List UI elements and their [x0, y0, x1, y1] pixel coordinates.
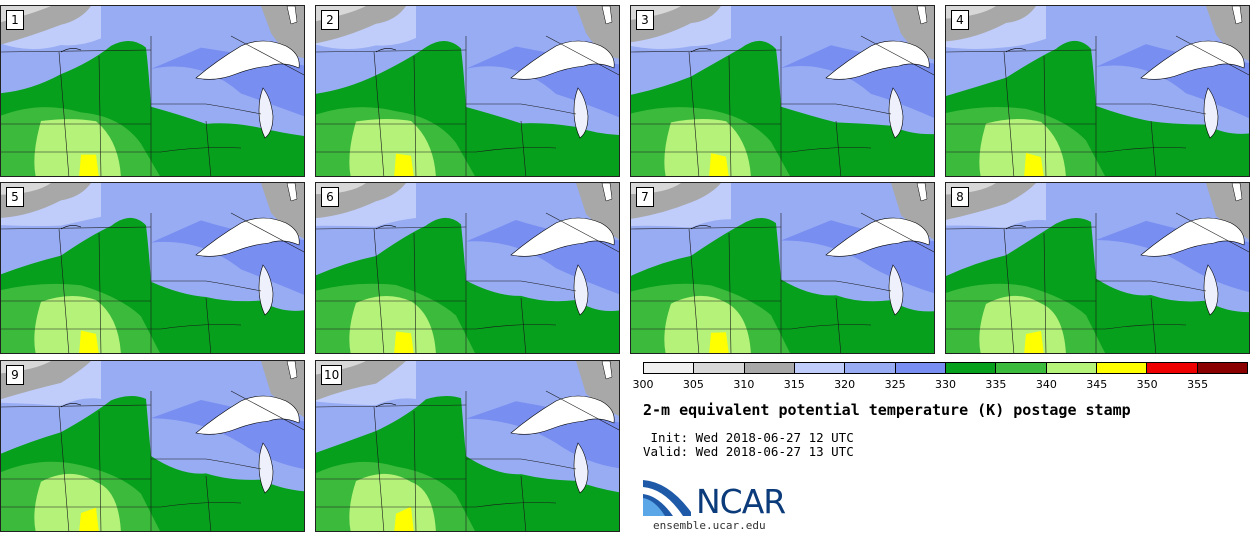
colorbar-segment — [794, 363, 846, 373]
colorbar-tick-label: 345 — [1086, 378, 1108, 391]
colorbar-segment — [945, 363, 997, 373]
ncar-logo-icon — [643, 480, 691, 516]
colorbar-segment — [845, 363, 896, 373]
member-number-label: 3 — [636, 10, 654, 30]
colorbar-tick-label: 355 — [1187, 378, 1209, 391]
ensemble-member-map: 3 — [630, 5, 935, 177]
ensemble-member-map: 7 — [630, 182, 935, 354]
figure-title: 2-m equivalent potential temperature (K)… — [643, 401, 1131, 419]
colorbar-segment — [644, 363, 695, 373]
colorbar-segment — [895, 363, 946, 373]
member-number-label: 4 — [951, 10, 969, 30]
ensemble-member-map: 10 — [315, 360, 620, 532]
colorbar-segment — [744, 363, 795, 373]
init-time: Init: Wed 2018-06-27 12 UTC — [643, 430, 854, 445]
member-number-label: 6 — [321, 187, 339, 207]
colorbar-segment — [1147, 363, 1198, 373]
colorbar-tick-label: 320 — [834, 378, 856, 391]
colorbar-tick-label: 325 — [884, 378, 906, 391]
member-number-label: 7 — [636, 187, 654, 207]
ensemble-member-map: 9 — [0, 360, 305, 532]
colorbar-tick-label: 310 — [733, 378, 755, 391]
colorbar-segment — [1197, 363, 1247, 373]
member-number-label: 2 — [321, 10, 339, 30]
colorbar-segment — [996, 363, 1047, 373]
colorbar-tick-label: 330 — [935, 378, 956, 391]
ensemble-member-map: 8 — [945, 182, 1250, 354]
ensemble-member-map: 2 — [315, 5, 620, 177]
member-number-label: 9 — [6, 365, 24, 385]
member-number-label: 5 — [6, 187, 24, 207]
colorbar-tick-label: 350 — [1136, 378, 1158, 391]
colorbar-tick-label: 335 — [985, 378, 1007, 391]
ensemble-member-map: 6 — [315, 182, 620, 354]
website-url: ensemble.ucar.edu — [653, 519, 766, 532]
ensemble-member-map: 5 — [0, 182, 305, 354]
colorbar — [643, 362, 1248, 374]
member-number-label: 1 — [6, 10, 24, 30]
member-number-label: 10 — [321, 365, 343, 385]
colorbar-tick-label: 300 — [632, 378, 654, 391]
member-number-label: 8 — [951, 187, 969, 207]
colorbar-tick-label: 340 — [1035, 378, 1057, 391]
colorbar-segment — [1046, 363, 1097, 373]
colorbar-segment — [1096, 363, 1148, 373]
valid-time: Valid: Wed 2018-06-27 13 UTC — [643, 444, 854, 459]
colorbar-ticks: 300 305 310 315 320 325 330 335 340 345 350 355 — [633, 378, 1248, 392]
colorbar-segment — [694, 363, 745, 373]
colorbar-tick-label: 305 — [682, 378, 704, 391]
ensemble-member-map: 1 — [0, 5, 305, 177]
colorbar-tick-label: 315 — [783, 378, 805, 391]
ncar-logo-text: NCAR — [696, 482, 786, 521]
ensemble-member-map: 4 — [945, 5, 1250, 177]
